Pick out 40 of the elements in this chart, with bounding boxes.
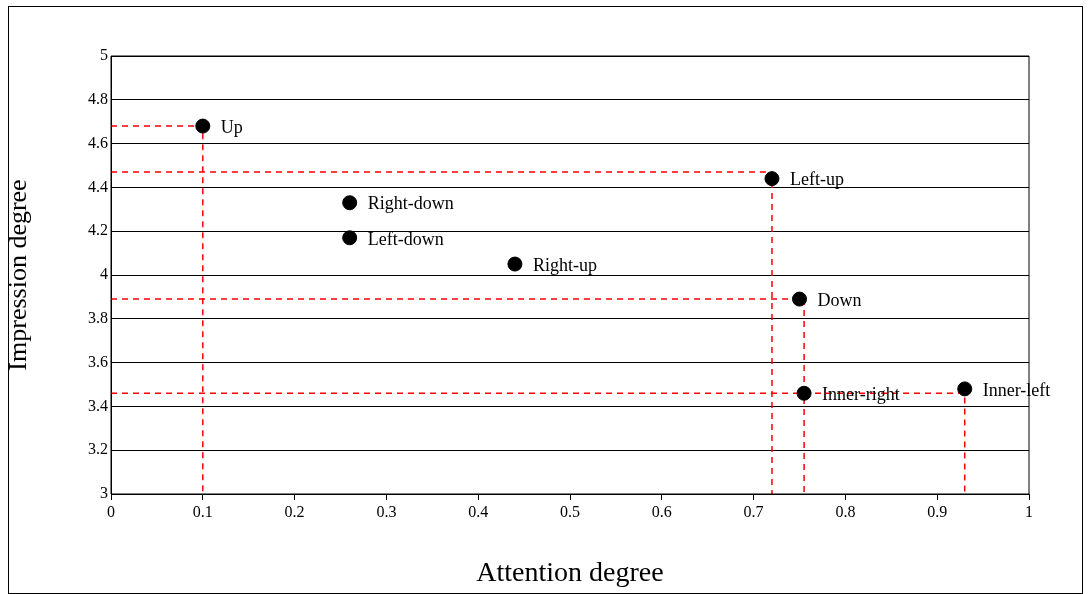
- x-tick-label: 0.5: [560, 502, 580, 520]
- point: [342, 195, 358, 211]
- y-tick-label: 4.4: [88, 177, 108, 195]
- x-tick-label: 0.1: [192, 502, 213, 520]
- y-tick-label: 5: [100, 46, 108, 64]
- y-tick-label: 3.8: [88, 309, 108, 326]
- annotation: Inner-right: [822, 383, 900, 404]
- y-tick-label: 4: [100, 265, 108, 283]
- x-tick-label: 0.7: [743, 502, 764, 520]
- point: [796, 385, 812, 401]
- y-tick-label: 3.6: [88, 352, 108, 370]
- y-tick-label: 3.4: [88, 396, 108, 414]
- annotation: Up: [220, 116, 243, 137]
- annotation: Right-down: [367, 193, 454, 214]
- x-tick-label: 0.4: [468, 502, 489, 520]
- x-axis-title: Attention degree: [476, 555, 664, 587]
- annotation: Inner-left: [982, 379, 1051, 400]
- y-tick-label: 4.8: [88, 90, 108, 107]
- point: [342, 230, 358, 246]
- x-tick-label: 0.6: [651, 502, 672, 520]
- annotation: Left-up: [789, 169, 844, 190]
- x-tick-label: 0.9: [927, 502, 948, 520]
- point: [792, 291, 807, 307]
- annotation: Down: [817, 289, 862, 310]
- point: [764, 171, 780, 187]
- x-tick-label: 0: [107, 502, 115, 520]
- annotation: Right-up: [532, 254, 597, 275]
- point: [957, 381, 973, 397]
- x-tick-label: 1: [1025, 502, 1033, 520]
- annotation: Left-down: [367, 228, 444, 249]
- x-tick-label: 0.8: [835, 502, 856, 520]
- y-tick-label: 4.6: [88, 133, 108, 151]
- x-tick-label: 0.2: [284, 502, 305, 520]
- y-tick-label: 3: [100, 484, 108, 502]
- y-tick-label: 4.2: [88, 221, 108, 239]
- x-tick-label: 0.3: [376, 502, 397, 520]
- y-axis-title: Impression degree: [3, 179, 33, 371]
- point: [507, 256, 523, 272]
- y-tick-label: 3.2: [88, 440, 108, 458]
- point: [195, 118, 211, 134]
